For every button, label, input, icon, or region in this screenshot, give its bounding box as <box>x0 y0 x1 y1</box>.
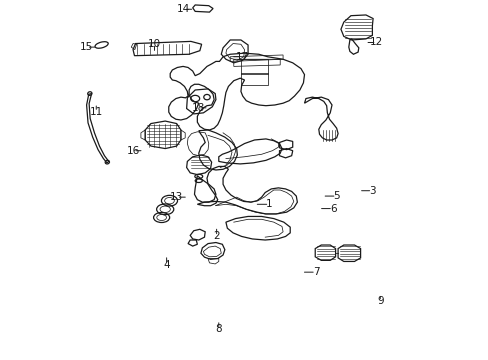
Text: 4: 4 <box>163 260 170 270</box>
Text: 14: 14 <box>177 4 190 14</box>
Text: 12: 12 <box>369 37 383 48</box>
Text: 18: 18 <box>191 103 204 113</box>
Text: 11: 11 <box>89 107 102 117</box>
Text: 17: 17 <box>236 52 249 62</box>
Text: 6: 6 <box>329 203 336 213</box>
Text: 9: 9 <box>376 296 383 306</box>
Text: 2: 2 <box>213 231 220 242</box>
Text: 5: 5 <box>333 191 339 201</box>
Text: 16: 16 <box>126 146 140 156</box>
Text: 7: 7 <box>312 267 319 277</box>
Text: 1: 1 <box>265 199 272 209</box>
Text: 3: 3 <box>368 186 375 196</box>
Bar <box>241 73 267 85</box>
Text: 15: 15 <box>80 42 93 52</box>
Text: 10: 10 <box>147 39 161 49</box>
Text: 13: 13 <box>170 192 183 202</box>
Text: 8: 8 <box>215 324 222 334</box>
Bar <box>241 59 267 73</box>
